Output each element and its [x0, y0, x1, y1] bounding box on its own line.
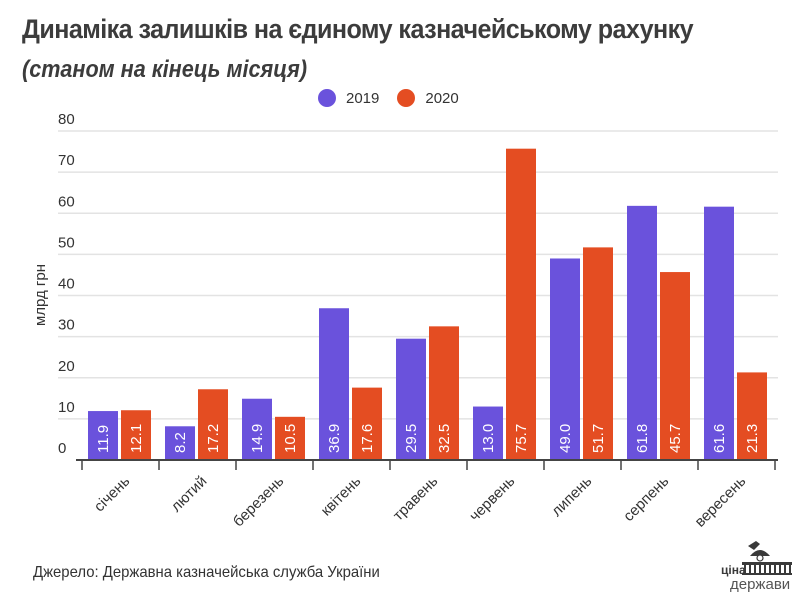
data-label-2019: 29.5 [403, 424, 420, 453]
data-label-2020: 17.6 [359, 424, 376, 453]
x-tick-label: травень [390, 473, 442, 525]
x-tick-label: квітень [318, 473, 365, 520]
bar-2019 [88, 411, 118, 460]
chart-title: Динаміка залишків на єдиному казначейськ… [22, 14, 694, 44]
x-tick-label: червень [466, 473, 518, 525]
y-axis-label: млрд грн [32, 264, 49, 326]
bar-2020 [198, 389, 228, 460]
data-label-2020: 12.1 [128, 424, 145, 453]
data-label-2020: 21.3 [744, 424, 761, 453]
bar-2020 [352, 387, 382, 460]
bar-2019 [473, 406, 503, 460]
data-label-2020: 45.7 [667, 424, 684, 453]
y-tick-label: 20 [58, 358, 75, 375]
data-label-2019: 61.8 [634, 424, 651, 453]
bar-2020 [429, 326, 459, 460]
legend-label-2019: 2019 [346, 89, 380, 107]
bar-2019 [165, 426, 195, 460]
y-tick-label: 0 [58, 440, 66, 457]
bar-2019 [242, 398, 272, 460]
data-label-2020: 75.7 [513, 424, 530, 453]
data-label-2020: 32.5 [436, 424, 453, 453]
data-label-2020: 51.7 [590, 424, 607, 453]
logo-dome [750, 550, 770, 556]
y-tick-label: 60 [58, 193, 75, 210]
bar-2019 [550, 258, 580, 460]
data-label-2019: 61.6 [711, 424, 728, 453]
y-tick-label: 80 [58, 111, 75, 128]
bar-2020 [506, 148, 536, 460]
data-label-2020: 17.2 [205, 424, 222, 453]
logo-text-line2: держави [730, 576, 790, 593]
bar-2020 [121, 410, 151, 460]
legend-swatch-2019 [318, 89, 336, 107]
source-note: Джерело: Державна казначейська служба Ук… [33, 564, 380, 581]
data-label-2019: 11.9 [95, 425, 112, 453]
y-tick-label: 70 [58, 152, 75, 169]
x-tick-label: липень [548, 473, 595, 520]
y-tick-label: 30 [58, 317, 75, 334]
bar-2019 [627, 205, 657, 460]
bar-2020 [737, 372, 767, 460]
legend-swatch-2020 [397, 89, 416, 107]
bar-2020 [660, 272, 690, 460]
x-tick-label: вересень [692, 473, 750, 531]
data-label-2019: 49.0 [557, 424, 574, 453]
data-label-2019: 36.9 [326, 424, 343, 453]
bar-2019 [704, 206, 734, 460]
x-tick-label: лютий [168, 473, 211, 516]
y-tick-label: 40 [58, 276, 75, 293]
y-tick-label: 50 [58, 234, 75, 251]
bar-2019 [319, 308, 349, 460]
bar-2020 [275, 416, 305, 460]
legend-label-2020: 2020 [425, 89, 459, 107]
data-label-2019: 13.0 [480, 424, 497, 453]
data-label-2020: 10.5 [282, 424, 299, 453]
data-label-2019: 14.9 [249, 424, 266, 453]
logo-text-line1: ціна [721, 563, 746, 577]
legend-item-2019: 2019 [318, 89, 379, 107]
x-tick-label: серпень [620, 473, 672, 525]
data-label-2019: 8.2 [172, 432, 189, 453]
y-tick-label: 10 [58, 399, 75, 416]
legend: 2019 2020 [318, 89, 477, 107]
logo-bird [748, 541, 760, 550]
bar-2019 [396, 338, 426, 460]
legend-item-2020: 2020 [397, 89, 459, 107]
x-tick-label: січень [91, 473, 134, 516]
cina-derzhavy-logo: ціна держави [721, 541, 792, 593]
x-tick-label: березень [230, 473, 288, 531]
chart-subtitle: (станом на кінець місяця) [22, 56, 308, 83]
bar-2020 [583, 247, 613, 460]
